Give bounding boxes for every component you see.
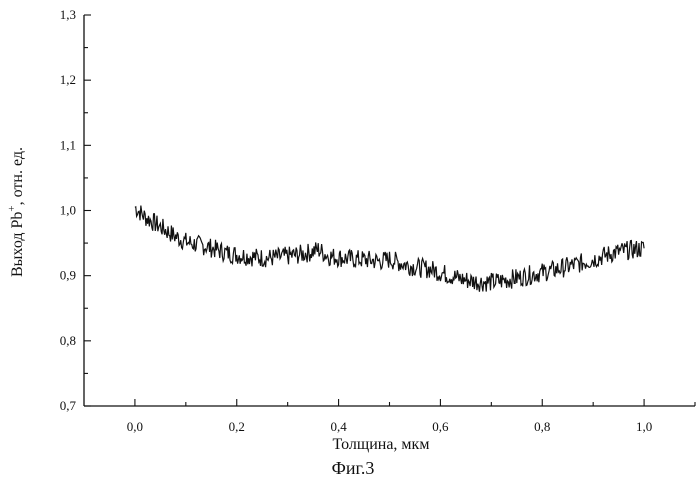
- y-tick-label: 0,7: [60, 398, 77, 413]
- plot-area: [84, 15, 695, 406]
- figure-caption: Фиг.3: [332, 458, 375, 478]
- y-tick-label: 1,0: [60, 203, 76, 218]
- x-axis-title: Толщина, мкм: [333, 436, 430, 453]
- series-layer: [135, 206, 644, 292]
- y-tick-label: 0,8: [60, 333, 76, 348]
- y-axis-title: Выход Pb+, отн. ед.: [6, 147, 26, 277]
- y-axis-title-tail: , отн. ед.: [9, 147, 26, 205]
- x-tick-label: 0,4: [330, 419, 347, 434]
- y-tick-label: 1,2: [60, 72, 76, 87]
- y-tick-label: 1,1: [60, 137, 76, 152]
- x-ticks: 0,0 0,2 0,4 0,6 0,8 1,0: [127, 399, 695, 434]
- series-line: [135, 206, 644, 292]
- y-ticks: 0,7 0,8 0,9 1,0 1,1 1,2 1,3: [60, 7, 91, 413]
- x-tick-label: 1,0: [636, 419, 652, 434]
- y-axis-title-main: Выход Pb: [9, 212, 26, 277]
- x-tick-label: 0,0: [127, 419, 143, 434]
- x-tick-label: 0,8: [534, 419, 550, 434]
- y-tick-label: 1,3: [60, 7, 76, 22]
- x-tick-label: 0,2: [229, 419, 245, 434]
- y-tick-label: 0,9: [60, 268, 76, 283]
- x-tick-label: 0,6: [432, 419, 449, 434]
